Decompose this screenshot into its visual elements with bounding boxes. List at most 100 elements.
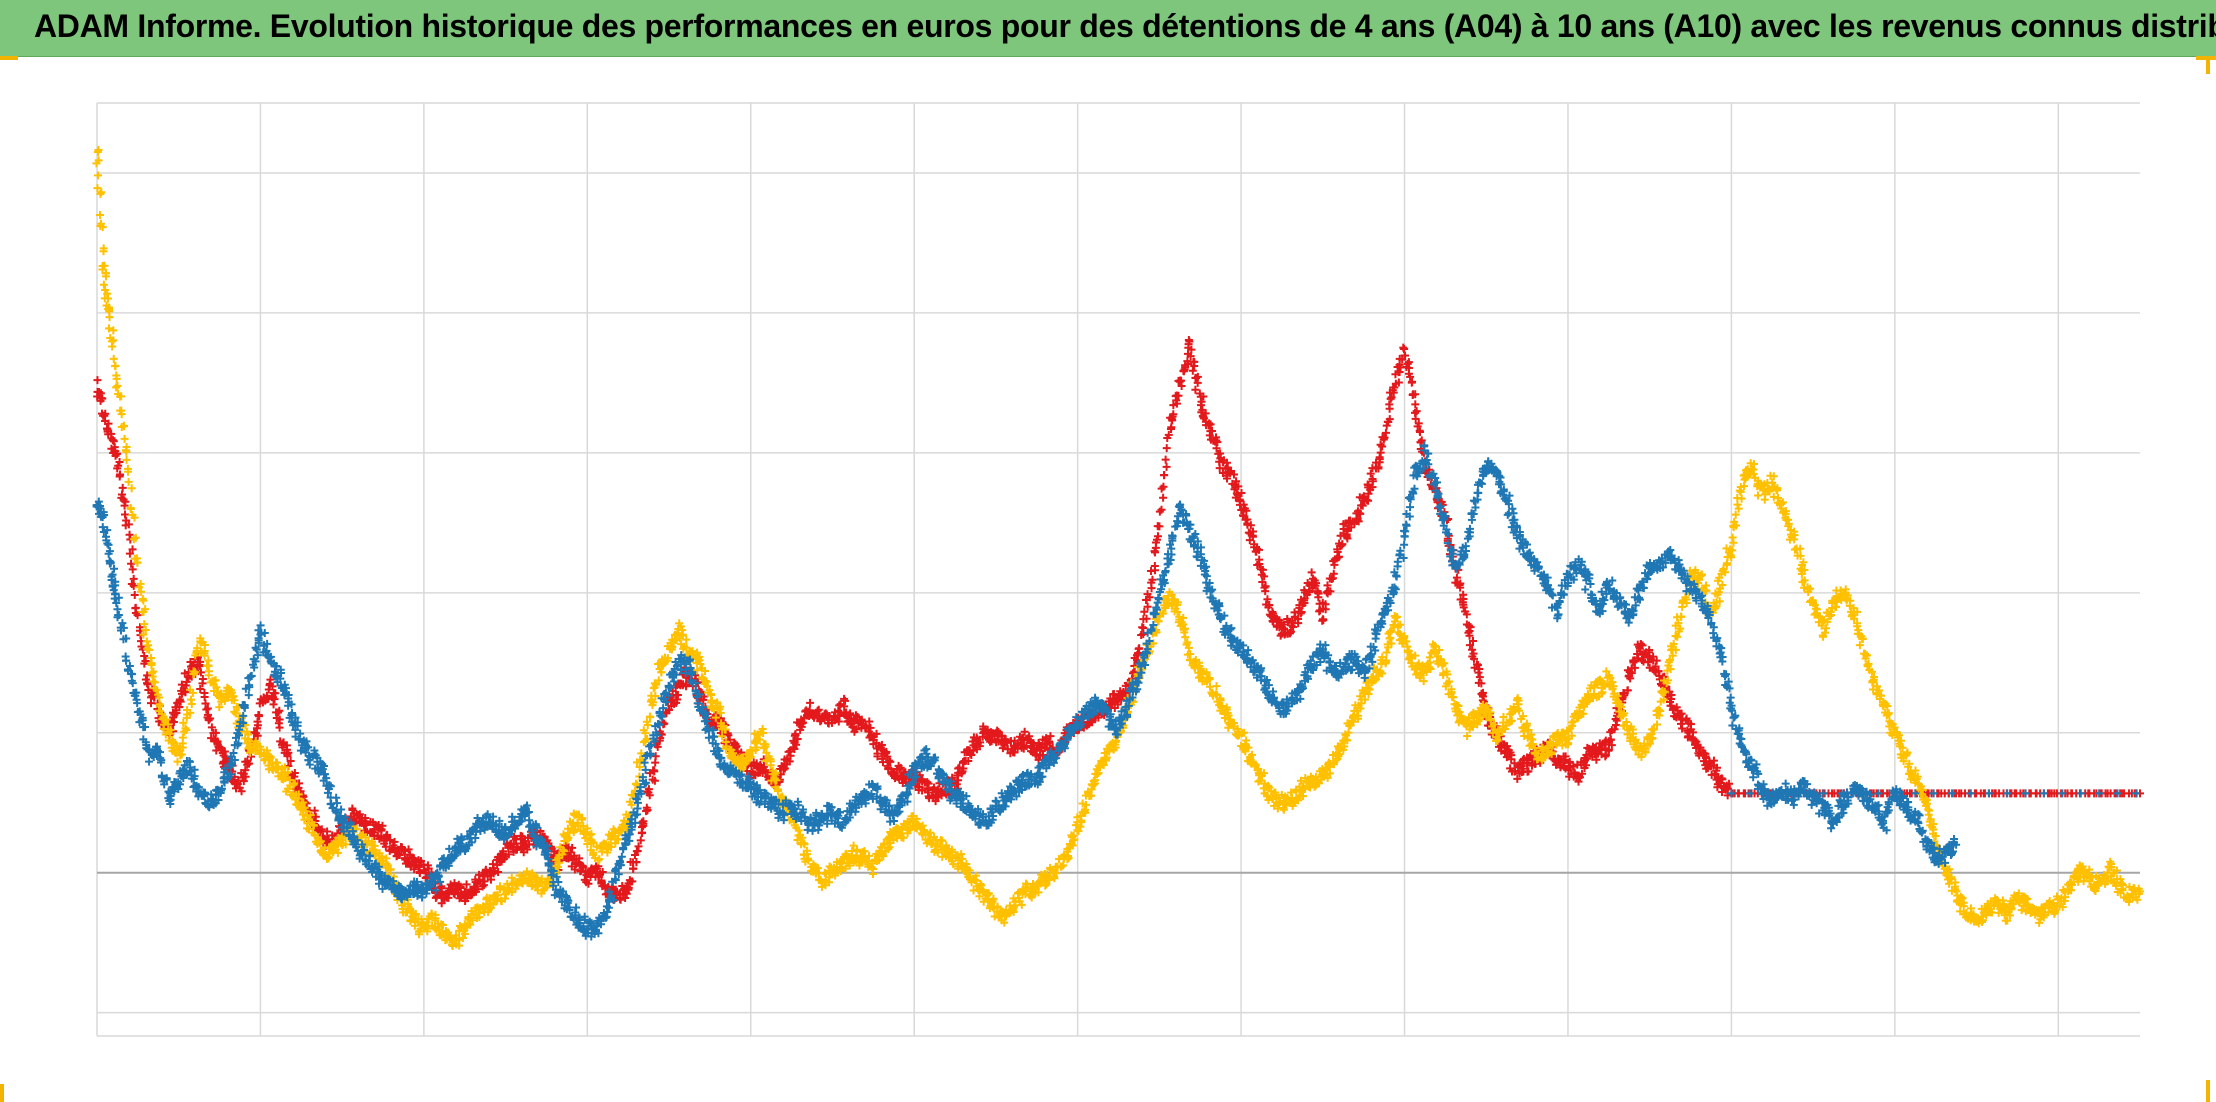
data-point: [507, 873, 516, 882]
data-point: [885, 756, 894, 765]
data-point: [169, 717, 178, 726]
data-point: [806, 698, 815, 707]
data-point: [579, 863, 588, 872]
data-point: [790, 745, 799, 754]
corner-mark-top-right: [2206, 56, 2210, 74]
data-point: [111, 361, 120, 370]
series-2: [92, 145, 2144, 950]
data-point: [1167, 423, 1176, 432]
data-point: [93, 376, 102, 385]
data-point: [462, 880, 471, 889]
data-point: [852, 725, 861, 734]
data-point: [121, 521, 130, 530]
data-point: [390, 837, 399, 846]
data-point: [175, 697, 184, 706]
data-point: [198, 679, 207, 688]
data-point: [1184, 335, 1193, 344]
data-point: [644, 785, 653, 794]
data-point: [456, 882, 465, 891]
data-point: [120, 510, 129, 519]
data-point: [642, 807, 651, 816]
data-point: [1399, 343, 1408, 352]
data-point: [255, 711, 264, 720]
data-point: [1191, 385, 1200, 394]
data-point: [1159, 493, 1168, 502]
data-point: [650, 776, 659, 785]
data-point: [136, 623, 145, 632]
data-point: [761, 767, 770, 776]
data-point: [918, 786, 927, 795]
data-point: [624, 883, 633, 892]
data-point: [377, 825, 386, 834]
data-point: [568, 843, 577, 852]
data-point: [895, 765, 904, 774]
data-point: [120, 434, 129, 443]
data-point: [1753, 491, 1762, 500]
data-point: [1358, 501, 1367, 510]
data-point: [651, 758, 660, 767]
data-point: [116, 470, 125, 479]
data-point: [121, 497, 130, 506]
data-point: [414, 862, 423, 871]
data-point: [1728, 533, 1737, 542]
data-point: [816, 717, 825, 726]
data-point: [410, 865, 419, 874]
data-point: [181, 688, 190, 697]
data-point: [1319, 616, 1328, 625]
data-point: [575, 854, 584, 863]
data-point: [886, 757, 895, 766]
data-point: [444, 893, 453, 902]
data-point: [1411, 400, 1420, 409]
data-point: [317, 825, 326, 834]
data-point: [1160, 470, 1169, 479]
data-point: [97, 394, 106, 403]
data-point: [731, 743, 740, 752]
data-point: [241, 766, 250, 775]
data-point: [1475, 673, 1484, 682]
data-point: [564, 854, 573, 863]
data-point: [760, 762, 769, 771]
data-point: [632, 858, 641, 867]
data-point: [512, 842, 521, 851]
data-point: [395, 851, 404, 860]
chart-title: ADAM Informe. Evolution historique des p…: [34, 8, 2216, 44]
data-point: [437, 884, 446, 893]
data-point: [239, 777, 248, 786]
data-point: [206, 714, 215, 723]
data-point: [478, 882, 487, 891]
data-point: [237, 769, 246, 778]
data-point: [700, 692, 709, 701]
data-point: [275, 723, 284, 732]
data-point: [518, 832, 527, 841]
data-point: [122, 455, 131, 464]
data-point: [196, 684, 205, 693]
data-point: [129, 581, 138, 590]
data-point: [323, 827, 332, 836]
corner-mark-top-left: [0, 56, 18, 60]
data-point: [673, 691, 682, 700]
data-point: [1151, 566, 1159, 575]
data-point: [268, 682, 277, 691]
data-point: [472, 887, 481, 896]
data-point: [125, 549, 134, 558]
data-point: [310, 806, 319, 815]
data-point: [792, 740, 801, 749]
data-point: [628, 877, 637, 886]
data-point: [570, 865, 579, 874]
data-point: [924, 779, 933, 788]
data-point: [290, 772, 299, 781]
data-point: [105, 313, 114, 322]
data-point: [872, 729, 881, 738]
data-point: [139, 596, 148, 605]
data-point: [1162, 462, 1171, 471]
data-point: [269, 700, 278, 709]
data-point: [113, 381, 122, 390]
data-point: [149, 692, 158, 701]
data-point: [475, 870, 484, 879]
data-point: [253, 731, 262, 740]
data-point: [1134, 644, 1143, 653]
data-point: [207, 723, 216, 732]
data-point: [182, 677, 191, 686]
data-point: [202, 705, 211, 714]
title-bar: ADAM Informe. Evolution historique des p…: [0, 0, 2216, 57]
